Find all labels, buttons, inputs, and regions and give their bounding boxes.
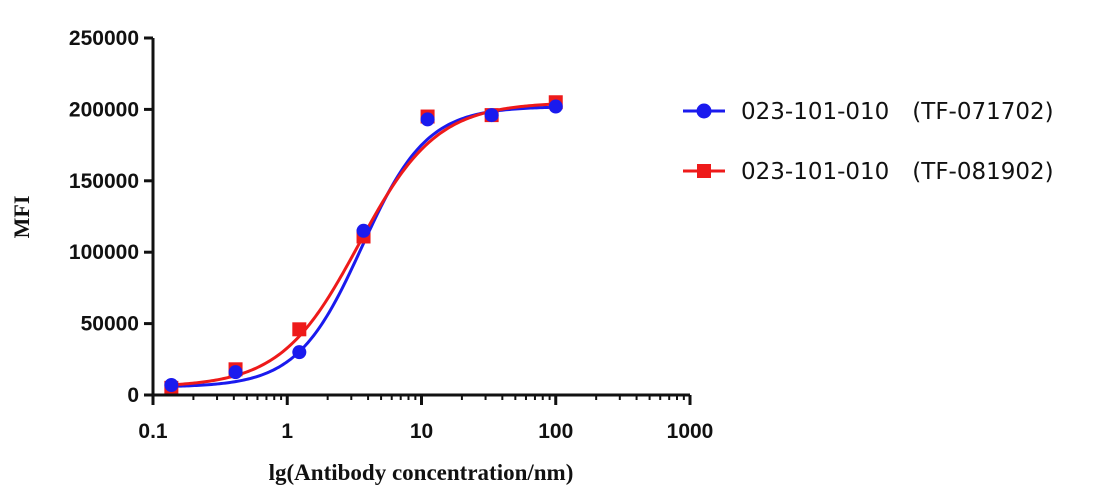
x-axis-ticks: 0.1 1 10 100 1000 bbox=[138, 395, 713, 443]
y-tick-label: 0 bbox=[127, 384, 139, 407]
x-tick-label: 0.1 bbox=[138, 420, 168, 443]
y-tick-label: 100000 bbox=[69, 241, 139, 264]
data-points bbox=[164, 95, 563, 395]
x-tick-label: 1000 bbox=[667, 420, 714, 443]
x-tick-label: 100 bbox=[538, 420, 573, 443]
legend-label: 023-101-010 (TF-071702) bbox=[741, 99, 1054, 125]
data-point-circle bbox=[356, 223, 371, 238]
x-tick-label: 10 bbox=[410, 420, 433, 443]
fit-curve-series-1 bbox=[171, 105, 556, 388]
y-tick-label: 200000 bbox=[69, 98, 139, 121]
data-point-circle bbox=[484, 108, 499, 123]
y-tick-label: 150000 bbox=[69, 170, 139, 193]
data-point-circle bbox=[548, 99, 563, 114]
fit-curves bbox=[171, 102, 556, 388]
legend-item-1: 023-101-010 (TF-071702) bbox=[683, 99, 1054, 125]
y-axis-label: MFI bbox=[9, 196, 34, 239]
legend-label: 023-101-010 (TF-081902) bbox=[741, 159, 1054, 185]
legend-marker-square bbox=[697, 164, 711, 178]
y-axis-ticks: 0 50000 100000 150000 200000 250000 bbox=[69, 27, 153, 407]
legend-item-2: 023-101-010 (TF-081902) bbox=[683, 159, 1054, 185]
data-point-square bbox=[292, 322, 307, 337]
x-tick-label: 1 bbox=[281, 420, 293, 443]
y-tick-label: 250000 bbox=[69, 27, 139, 50]
x-axis-label: lg(Antibody concentration/nm) bbox=[269, 460, 574, 485]
y-tick-label: 50000 bbox=[81, 313, 139, 336]
legend: 023-101-010 (TF-071702) 023-101-010 (TF-0… bbox=[683, 99, 1054, 185]
data-point-circle bbox=[292, 345, 307, 360]
data-point-circle bbox=[420, 112, 435, 127]
legend-marker-circle bbox=[696, 103, 712, 119]
data-point-circle bbox=[164, 378, 179, 393]
data-point-circle bbox=[228, 365, 243, 380]
